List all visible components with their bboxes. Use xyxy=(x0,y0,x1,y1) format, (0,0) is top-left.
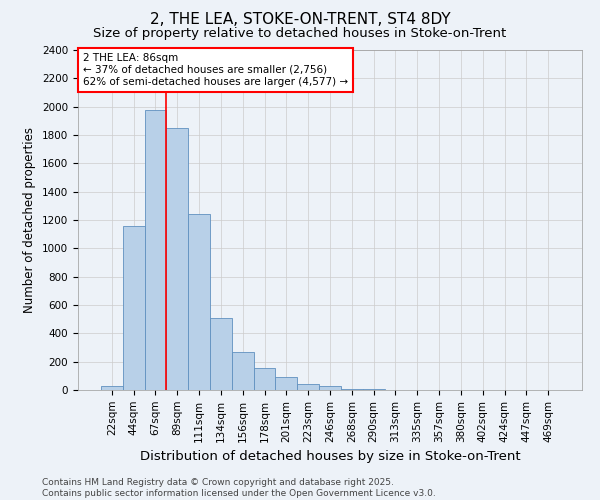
Bar xyxy=(145,110,166,390)
Bar xyxy=(210,318,232,390)
Text: Size of property relative to detached houses in Stoke-on-Trent: Size of property relative to detached ho… xyxy=(94,28,506,40)
Text: 2 THE LEA: 86sqm
← 37% of detached houses are smaller (2,756)
62% of semi-detach: 2 THE LEA: 86sqm ← 37% of detached house… xyxy=(83,54,348,86)
Bar xyxy=(123,226,145,390)
Bar xyxy=(166,128,188,390)
X-axis label: Distribution of detached houses by size in Stoke-on-Trent: Distribution of detached houses by size … xyxy=(140,450,520,463)
Bar xyxy=(319,386,341,390)
Bar xyxy=(101,386,123,390)
Bar xyxy=(275,376,297,390)
Bar xyxy=(254,368,275,390)
Bar xyxy=(188,214,210,390)
Y-axis label: Number of detached properties: Number of detached properties xyxy=(23,127,37,313)
Text: 2, THE LEA, STOKE-ON-TRENT, ST4 8DY: 2, THE LEA, STOKE-ON-TRENT, ST4 8DY xyxy=(149,12,451,28)
Bar xyxy=(297,384,319,390)
Text: Contains HM Land Registry data © Crown copyright and database right 2025.
Contai: Contains HM Land Registry data © Crown c… xyxy=(42,478,436,498)
Bar xyxy=(232,352,254,390)
